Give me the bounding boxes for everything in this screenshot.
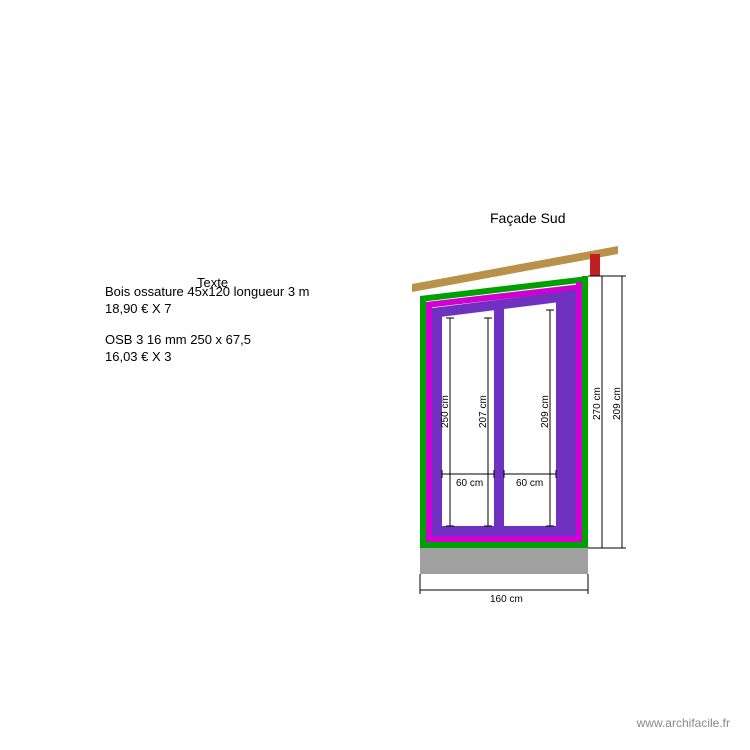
dim-60cm-1-label: 60 cm (456, 478, 483, 489)
purple-stud-mid1 (494, 302, 504, 536)
purple-stud-right (566, 292, 576, 536)
dim-270cm-label: 270 cm (592, 387, 603, 420)
dim-209cm-a-label: 209 cm (540, 395, 551, 428)
foundation (420, 548, 588, 574)
purple-stud-mid2 (556, 294, 566, 536)
magenta-bottom (426, 536, 582, 542)
dim-207cm-label: 207 cm (478, 395, 489, 428)
purple-bottom (432, 526, 576, 536)
magenta-right (576, 282, 582, 542)
dim-250cm: 250 cm (440, 318, 454, 526)
dim-60cm-2-label: 60 cm (516, 478, 543, 489)
green-bottom (420, 542, 588, 548)
dim-160cm: 160 cm (420, 574, 588, 605)
magenta-left (426, 302, 432, 542)
green-right (582, 276, 588, 548)
red-block (590, 254, 600, 276)
diagram-svg: 160 cm 60 cm 60 cm 250 cm 207 cm 209 cm (0, 0, 750, 750)
green-left (420, 296, 426, 548)
dim-160cm-label: 160 cm (490, 594, 523, 605)
dim-60cm-2: 60 cm (504, 470, 556, 489)
dim-207cm: 207 cm (478, 318, 492, 526)
dim-209cm-b-label: 209 cm (612, 387, 623, 420)
dim-209cm-a: 209 cm (540, 310, 554, 526)
dim-270cm: 270 cm (588, 276, 606, 548)
dim-250cm-label: 250 cm (440, 395, 451, 428)
